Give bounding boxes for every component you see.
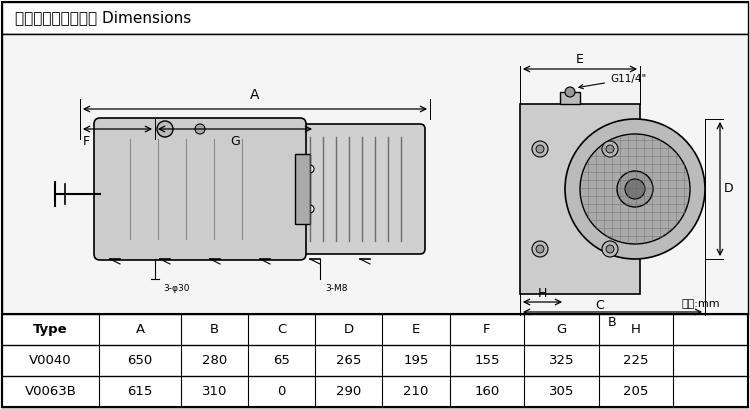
Circle shape bbox=[606, 145, 614, 153]
Circle shape bbox=[565, 87, 575, 97]
Circle shape bbox=[195, 124, 205, 134]
Text: V0040: V0040 bbox=[29, 354, 72, 367]
Circle shape bbox=[532, 241, 548, 257]
Text: H: H bbox=[538, 287, 548, 300]
Text: B: B bbox=[210, 323, 219, 336]
Text: B: B bbox=[608, 316, 616, 329]
Text: 205: 205 bbox=[623, 385, 649, 398]
Circle shape bbox=[306, 165, 314, 173]
Circle shape bbox=[606, 245, 614, 253]
Text: Type: Type bbox=[33, 323, 68, 336]
Text: 外型尺寸及安装尺寸 Dimensions: 外型尺寸及安装尺寸 Dimensions bbox=[15, 11, 191, 25]
Bar bbox=[520, 104, 640, 294]
Text: 65: 65 bbox=[273, 354, 290, 367]
Text: H: H bbox=[632, 323, 641, 336]
Text: 0: 0 bbox=[278, 385, 286, 398]
Text: F: F bbox=[483, 323, 490, 336]
Text: C: C bbox=[596, 299, 604, 312]
Bar bbox=[560, 92, 580, 104]
Text: A: A bbox=[251, 88, 260, 102]
Text: 155: 155 bbox=[474, 354, 500, 367]
Text: E: E bbox=[576, 53, 584, 66]
Bar bbox=[2, 2, 748, 34]
Text: C: C bbox=[278, 323, 286, 336]
Text: 195: 195 bbox=[404, 354, 429, 367]
Text: 650: 650 bbox=[128, 354, 153, 367]
Text: 210: 210 bbox=[404, 385, 429, 398]
Circle shape bbox=[625, 179, 645, 199]
Bar bbox=[2, 34, 748, 314]
Circle shape bbox=[536, 145, 544, 153]
Circle shape bbox=[532, 141, 548, 157]
Text: G: G bbox=[230, 135, 240, 148]
Circle shape bbox=[580, 134, 690, 244]
Circle shape bbox=[157, 121, 173, 137]
Text: 615: 615 bbox=[128, 385, 153, 398]
Circle shape bbox=[306, 205, 314, 213]
Bar bbox=[2, 314, 748, 407]
Text: 290: 290 bbox=[336, 385, 362, 398]
Text: 325: 325 bbox=[549, 354, 574, 367]
Text: G11/4": G11/4" bbox=[579, 74, 646, 89]
Text: 3-M8: 3-M8 bbox=[325, 284, 347, 293]
Text: 225: 225 bbox=[623, 354, 649, 367]
FancyBboxPatch shape bbox=[94, 118, 306, 260]
Text: G: G bbox=[556, 323, 567, 336]
Text: 280: 280 bbox=[202, 354, 227, 367]
FancyBboxPatch shape bbox=[285, 124, 425, 254]
Text: F: F bbox=[83, 135, 90, 148]
Text: 单位:mm: 单位:mm bbox=[681, 299, 720, 309]
Circle shape bbox=[602, 141, 618, 157]
Text: 305: 305 bbox=[549, 385, 574, 398]
Text: V0063B: V0063B bbox=[25, 385, 76, 398]
Bar bbox=[295, 154, 310, 224]
Text: 265: 265 bbox=[336, 354, 362, 367]
Circle shape bbox=[602, 241, 618, 257]
Text: A: A bbox=[136, 323, 145, 336]
Text: D: D bbox=[344, 323, 354, 336]
Text: 160: 160 bbox=[474, 385, 500, 398]
Text: 310: 310 bbox=[202, 385, 227, 398]
Circle shape bbox=[536, 245, 544, 253]
Text: 3-φ30: 3-φ30 bbox=[163, 284, 190, 293]
Circle shape bbox=[617, 171, 653, 207]
Text: E: E bbox=[412, 323, 420, 336]
Text: D: D bbox=[724, 182, 734, 196]
Circle shape bbox=[565, 119, 705, 259]
